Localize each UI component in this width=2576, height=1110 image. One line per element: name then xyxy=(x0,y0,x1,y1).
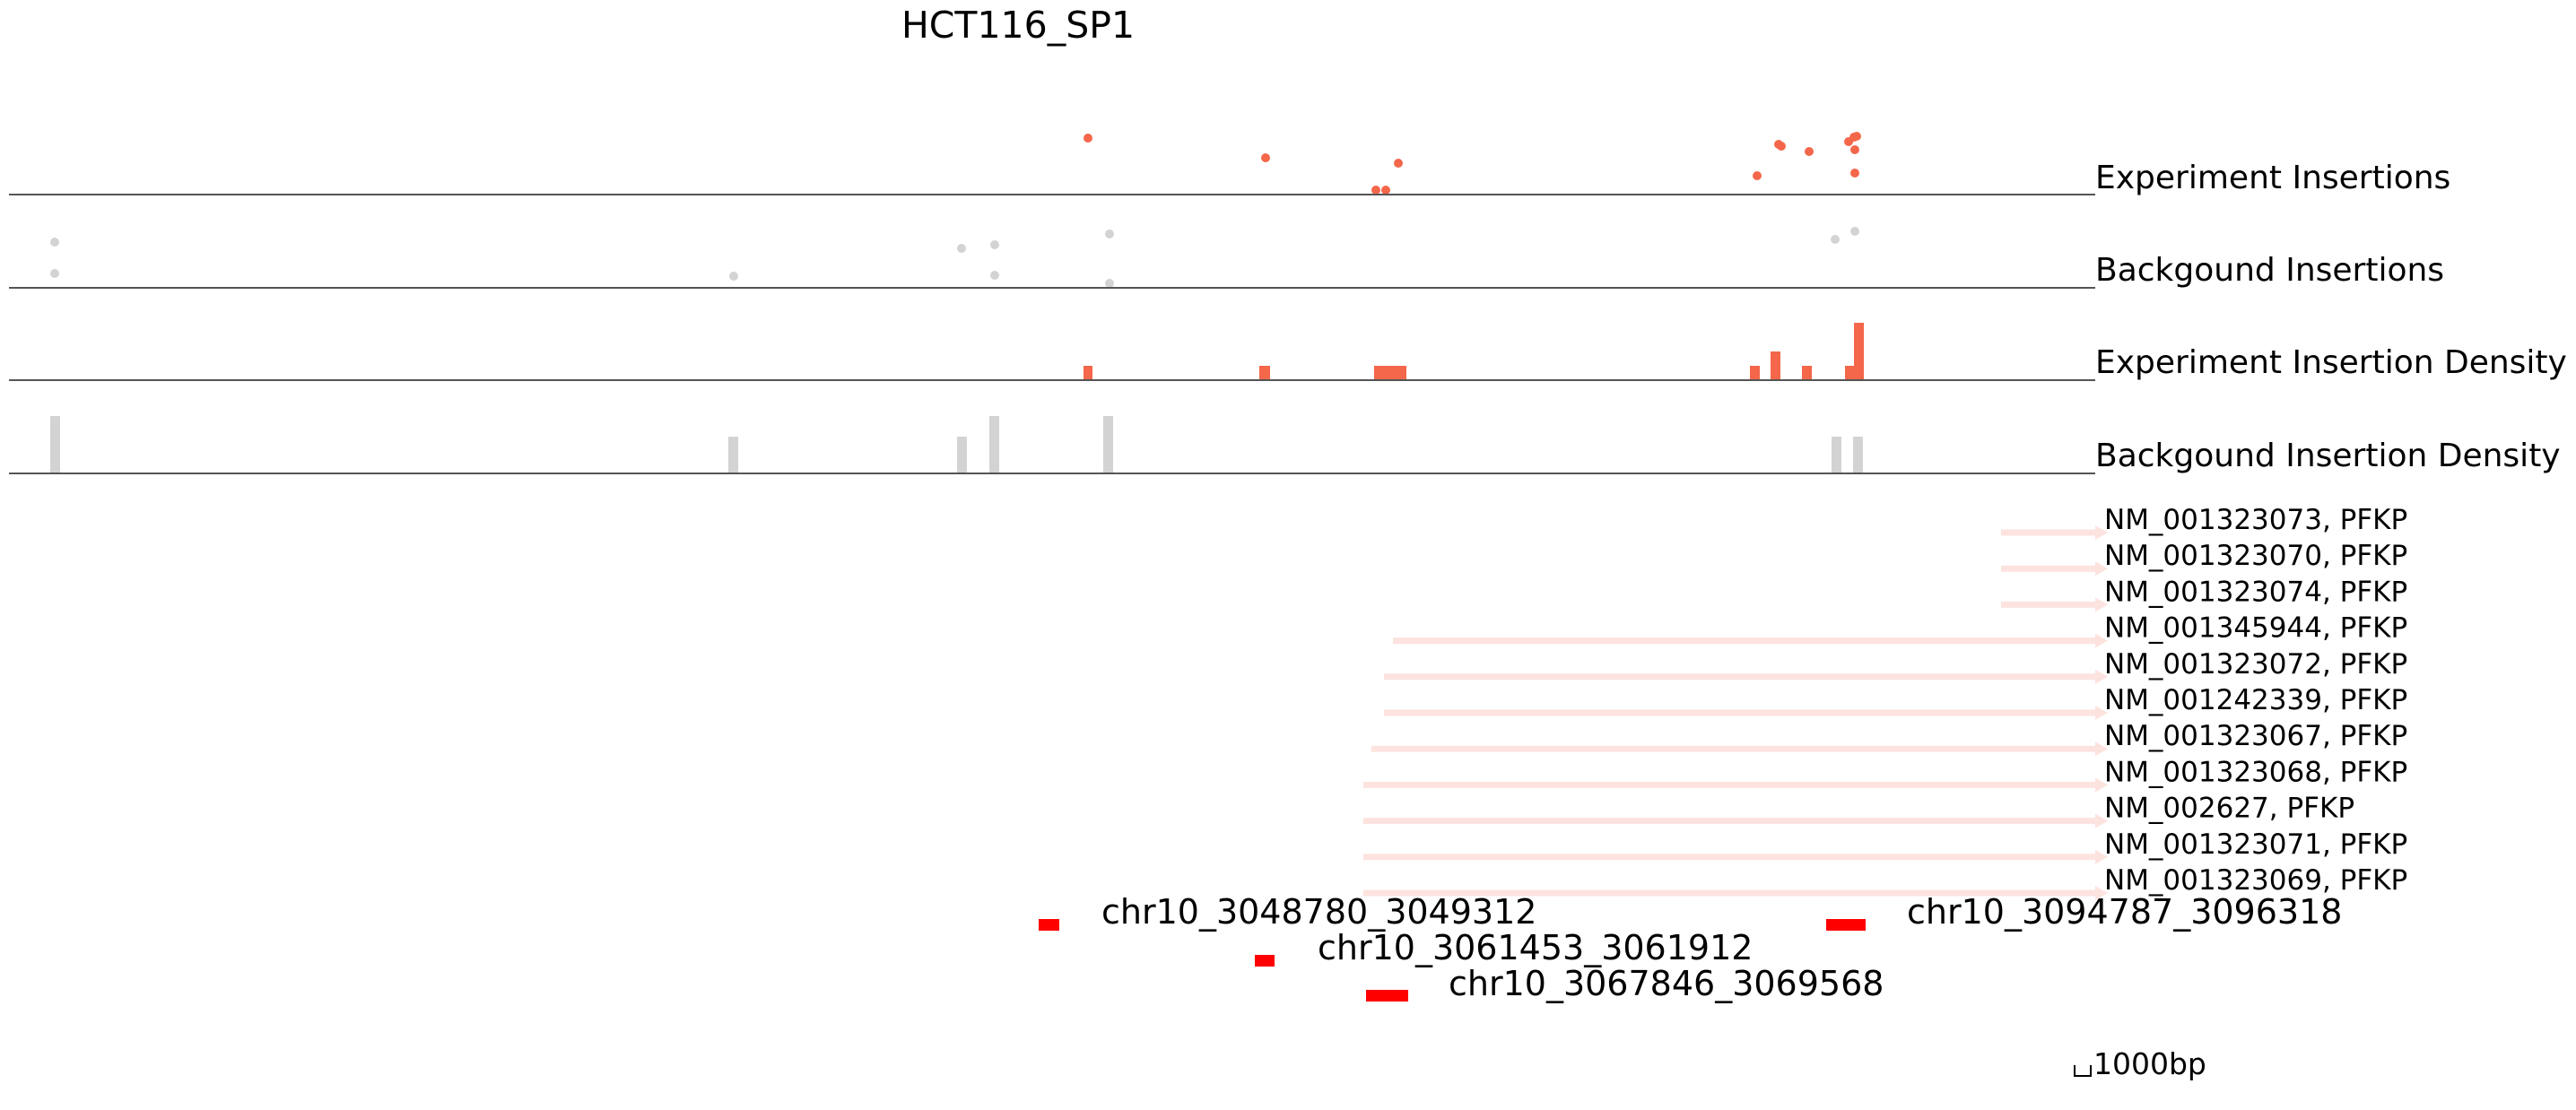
background-insertions-label: Backgound Insertions xyxy=(2095,252,2444,289)
experiment-insertion-point xyxy=(1083,134,1092,143)
gene-annotation-track: NM_001323073, PFKP NM_001323070, PFKP NM_0… xyxy=(1363,504,2407,900)
experiment-insertions-track: Experiment Insertions xyxy=(9,132,2450,196)
experiment-insertion-point xyxy=(1394,159,1403,168)
background-insertion-point xyxy=(990,240,999,249)
peak-label: chr10_3048780_3049312 xyxy=(1101,892,1536,932)
background-density-bar xyxy=(957,437,967,473)
peak-track: chr10_3048780_3049312chr10_3061453_30619… xyxy=(1039,892,2342,1003)
background-insertion-point xyxy=(1850,227,1859,236)
peak-label: chr10_3061453_3061912 xyxy=(1318,928,1753,967)
experiment-density-bar xyxy=(1802,366,1812,380)
background-insertions-track: Backgound Insertions xyxy=(9,227,2444,289)
transcript-label: NM_001323071, PFKP xyxy=(2104,828,2407,861)
background-density-label: Backgound Insertion Density xyxy=(2095,438,2561,474)
experiment-insertion-point xyxy=(1753,171,1762,180)
experiment-density-track: Experiment Insertion Density xyxy=(9,323,2567,381)
background-density-bar xyxy=(1853,437,1863,473)
peak-block xyxy=(1039,919,1059,931)
background-insertion-point xyxy=(1105,230,1114,238)
background-insertion-point xyxy=(729,272,738,281)
transcript-label: NM_001323067, PFKP xyxy=(2104,720,2407,752)
transcript-arrow xyxy=(2095,777,2108,793)
experiment-density-bar xyxy=(1750,366,1760,380)
experiment-density-bar xyxy=(1259,366,1270,380)
figure-title: HCT116_SP1 xyxy=(901,4,1135,47)
background-density-bars xyxy=(50,416,1863,473)
transcript-label: NM_001323068, PFKP xyxy=(2104,756,2407,788)
experiment-insertion-point xyxy=(1371,186,1380,195)
background-density-bar xyxy=(1103,416,1113,473)
background-insertion-point xyxy=(957,244,966,253)
peak-label: chr10_3094787_3096318 xyxy=(1907,892,2342,932)
background-insertion-points xyxy=(50,227,1859,288)
experiment-insertion-point xyxy=(1852,132,1861,141)
transcript-label: NM_001323074, PFKP xyxy=(2104,576,2407,608)
transcript-label: NM_001323072, PFKP xyxy=(2104,648,2407,681)
transcript-arrow xyxy=(2095,525,2108,540)
experiment-density-bar xyxy=(1374,366,1406,380)
experiment-insertions-label: Experiment Insertions xyxy=(2095,160,2450,196)
transcript-label: NM_001323069, PFKP xyxy=(2104,864,2407,897)
experiment-density-bar xyxy=(1845,366,1855,380)
transcript-label: NM_001323073, PFKP xyxy=(2104,504,2407,536)
experiment-density-bar xyxy=(1771,351,1780,380)
experiment-insertion-point xyxy=(1777,142,1786,151)
background-insertion-point xyxy=(50,269,59,278)
transcript-arrow xyxy=(2095,706,2108,720)
background-density-track: Backgound Insertion Density xyxy=(9,416,2561,474)
transcript-arrow xyxy=(2095,597,2108,612)
experiment-insertion-point xyxy=(1805,147,1814,156)
scale-bar-label: 1000bp xyxy=(2093,1046,2206,1081)
experiment-density-bar xyxy=(1854,323,1864,380)
experiment-insertion-points xyxy=(1083,132,1861,195)
transcript-arrow xyxy=(2095,633,2108,648)
peak-block xyxy=(1366,990,1408,1002)
background-density-bar xyxy=(1832,437,1841,473)
background-density-bar xyxy=(989,416,999,473)
experiment-density-bar xyxy=(1083,366,1092,380)
experiment-density-label: Experiment Insertion Density xyxy=(2095,344,2567,381)
scale-bar-mark xyxy=(2074,1065,2092,1077)
experiment-insertion-point xyxy=(1850,145,1859,154)
background-density-bar xyxy=(50,416,60,473)
transcript-label: NM_001242339, PFKP xyxy=(2104,684,2407,716)
background-insertion-point xyxy=(1831,235,1840,244)
scale-bar: 1000bp xyxy=(2074,1046,2206,1081)
background-insertion-point xyxy=(990,271,999,280)
transcript-arrow xyxy=(2095,669,2108,684)
peak-label: chr10_3067846_3069568 xyxy=(1449,964,1884,1003)
transcript-arrow xyxy=(2095,886,2108,900)
background-insertion-point xyxy=(1105,279,1114,288)
background-density-bar xyxy=(728,437,738,473)
transcript-arrow xyxy=(2095,741,2108,757)
peak-block xyxy=(1255,955,1275,967)
transcript-arrow xyxy=(2095,813,2108,828)
experiment-density-bars xyxy=(1083,323,1864,380)
transcript-label: NM_001323070, PFKP xyxy=(2104,540,2407,572)
experiment-insertion-point xyxy=(1381,186,1390,195)
experiment-insertion-point xyxy=(1850,169,1859,178)
peak-block xyxy=(1826,919,1866,931)
transcript-label: NM_002627, PFKP xyxy=(2104,793,2354,825)
experiment-insertion-point xyxy=(1261,153,1270,162)
transcript-arrow xyxy=(2095,561,2108,577)
transcript-label: NM_001345944, PFKP xyxy=(2104,612,2407,645)
background-insertion-point xyxy=(50,238,59,247)
transcript-arrow xyxy=(2095,849,2108,864)
